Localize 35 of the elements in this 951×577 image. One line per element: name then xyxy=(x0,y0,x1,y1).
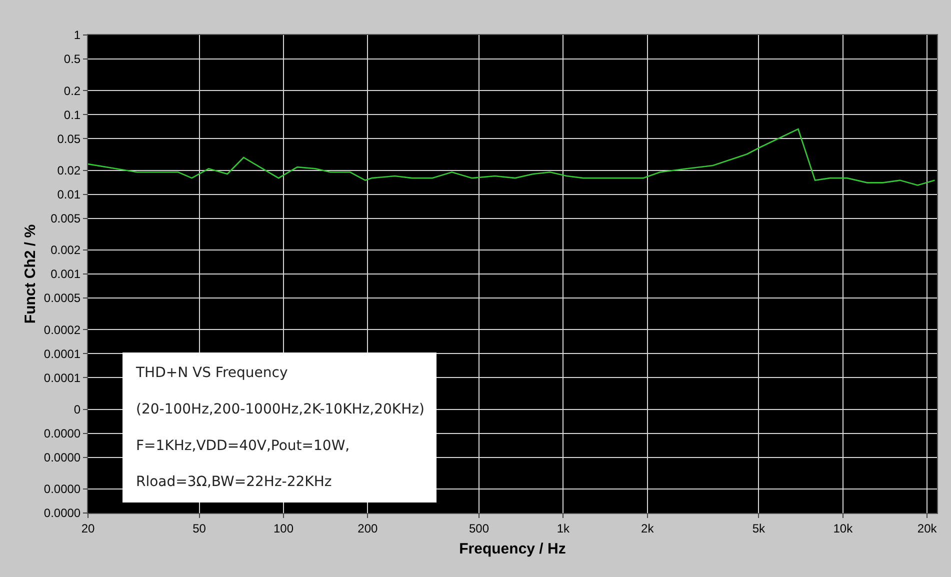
y-tick-label: 0.001 xyxy=(50,267,81,282)
x-tick-label: 5k xyxy=(752,521,766,536)
x-tick-label: 2k xyxy=(641,521,655,536)
y-tick-label: 0.1 xyxy=(64,108,81,122)
x-tick-label: 10k xyxy=(833,521,854,536)
y-tick-label: 0.0001 xyxy=(44,370,81,385)
annotation: (20-100Hz,200-1000Hz,2K-10KHz,20KHz) xyxy=(136,401,424,418)
y-tick-label: 0.2 xyxy=(64,84,81,98)
y-tick-label: 0.0001 xyxy=(44,346,81,361)
y-tick-label: 0.02 xyxy=(57,164,81,178)
y-tick-label: 1 xyxy=(74,28,81,42)
y-tick-label: 0.0000 xyxy=(44,482,81,496)
y-tick-label: 0.0000 xyxy=(44,450,81,465)
annotation: Rload=3Ω,BW=22Hz-22KHz xyxy=(136,474,332,490)
annotation: THD+N VS Frequency xyxy=(135,365,288,381)
y-tick-label: 0 xyxy=(74,402,81,417)
x-tick-label: 1k xyxy=(556,521,571,536)
x-tick-label: 200 xyxy=(358,521,378,536)
x-tick-label: 100 xyxy=(273,521,294,536)
y-tick-label: 0.0000 xyxy=(44,506,81,520)
x-tick-label: 20k xyxy=(917,521,938,536)
x-tick-label: 20 xyxy=(81,521,95,536)
x-tick-label: 50 xyxy=(192,521,206,536)
y-tick-label: 0.01 xyxy=(57,188,81,202)
y-axis-title: Funct Ch2 / % xyxy=(22,224,40,324)
x-axis-title: Frequency / Hz xyxy=(459,540,566,558)
y-tick-label: 0.005 xyxy=(50,212,81,226)
y-tick-label: 0.002 xyxy=(50,243,81,258)
x-tick-label: 500 xyxy=(468,521,490,536)
y-tick-label: 0.0002 xyxy=(44,322,81,337)
y-tick-label: 0.5 xyxy=(64,52,81,66)
y-tick-label: 0.0000 xyxy=(44,426,81,441)
annotation: F=1KHz,VDD=40V,Pout=10W, xyxy=(136,438,350,454)
y-tick-label: 0.0005 xyxy=(44,291,81,306)
y-tick-label: 0.05 xyxy=(57,132,81,146)
